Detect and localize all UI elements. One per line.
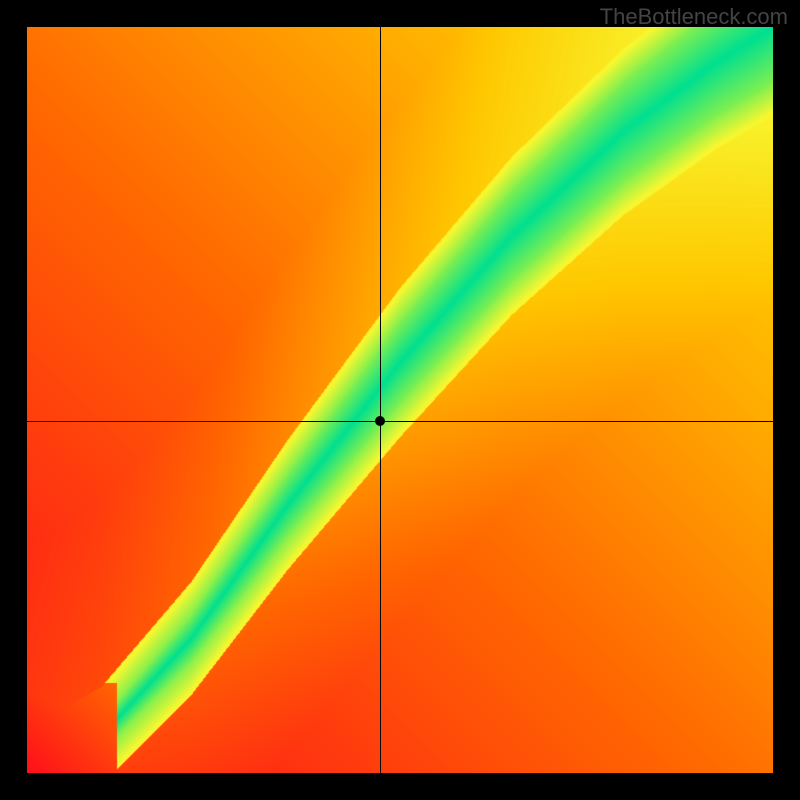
crosshair-vertical bbox=[380, 27, 381, 773]
heatmap-canvas bbox=[27, 27, 773, 773]
crosshair-horizontal bbox=[27, 421, 773, 422]
heatmap-plot bbox=[27, 27, 773, 773]
watermark-text: TheBottleneck.com bbox=[600, 4, 788, 30]
marker-dot bbox=[375, 416, 385, 426]
